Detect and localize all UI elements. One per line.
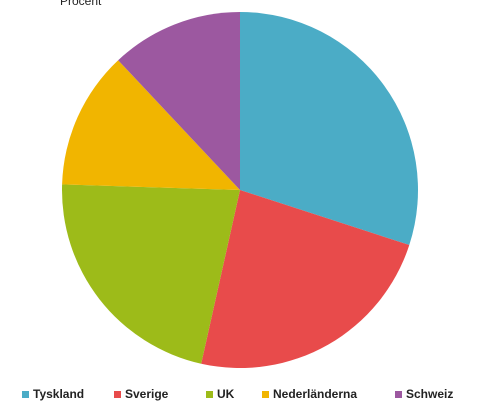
- legend-swatch: [395, 391, 402, 398]
- pie-slice: [240, 12, 418, 246]
- legend-label: Schweiz: [406, 387, 453, 401]
- chart-title: Procent: [60, 0, 102, 8]
- legend-label: Sverige: [125, 387, 169, 401]
- legend-swatch: [22, 391, 29, 398]
- pie-slice: [118, 12, 240, 190]
- legend-swatch: [114, 391, 121, 398]
- pie-slice: [62, 184, 240, 364]
- legend-label: Tyskland: [33, 387, 84, 401]
- pie-slice: [62, 60, 241, 190]
- legend-swatch: [206, 391, 213, 398]
- legend-label: Nederländerna: [273, 387, 357, 401]
- legend-label: UK: [217, 387, 235, 401]
- legend-swatch: [262, 391, 269, 398]
- pie-slice: [201, 190, 410, 368]
